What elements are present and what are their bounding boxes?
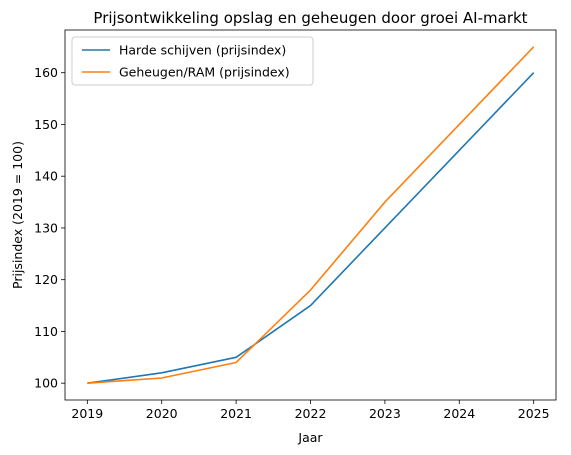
legend-label: Geheugen/RAM (prijsindex) [119,65,290,80]
x-tick-label: 2021 [220,406,252,421]
y-tick-label: 150 [34,117,58,132]
chart-title: Prijsontwikkeling opslag en geheugen doo… [93,9,527,27]
x-tick-label: 2020 [146,406,178,421]
y-axis: 100 110 120 130 140 150 160 [34,65,65,391]
x-tick-label: 2025 [518,406,550,421]
series-line-1 [87,46,535,384]
x-tick-label: 2019 [71,406,103,421]
y-tick-label: 100 [34,376,58,391]
x-tick-label: 2024 [443,406,475,421]
y-tick-label: 140 [34,169,58,184]
x-axis: 2019 2020 2021 2022 2023 2024 2025 [71,400,550,421]
y-tick-label: 160 [34,65,58,80]
y-tick-label: 130 [34,220,58,235]
x-tick-label: 2022 [295,406,327,421]
series-line-0 [87,72,535,384]
y-axis-label: Prijsindex (2019 = 100) [10,141,25,289]
y-tick-label: 120 [34,272,58,287]
x-axis-label: Jaar [297,430,323,445]
legend-label: Harde schijven (prijsindex) [119,43,286,58]
series-lines [87,46,535,384]
y-tick-label: 110 [34,324,58,339]
legend-box [71,36,314,86]
plot-area: 2019 2020 2021 2022 2023 2024 2025 100 110 120 13… [34,29,557,421]
x-tick-label: 2023 [369,406,401,421]
legend: Harde schijven (prijsindex) Geheugen/RAM … [71,36,314,86]
